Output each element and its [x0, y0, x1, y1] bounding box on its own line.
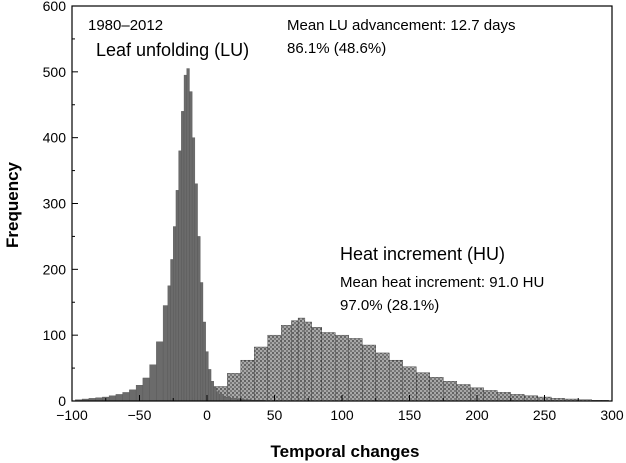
x-tick-label: −50: [128, 407, 152, 423]
hu-bar: [456, 384, 471, 402]
x-tick-label: 300: [600, 407, 624, 423]
hu-bar: [348, 338, 363, 402]
x-tick-label: 200: [465, 407, 489, 423]
lu-bar: [210, 381, 214, 402]
lu-bar: [167, 285, 171, 402]
y-tick-label: 300: [43, 196, 67, 212]
hu-bar: [416, 372, 430, 402]
hu-bar: [429, 377, 444, 402]
hu-bar: [267, 334, 282, 402]
lu-bar: [202, 321, 206, 402]
y-tick-label: 100: [43, 327, 67, 343]
lu-bar: [186, 68, 190, 402]
x-tick-label: 150: [398, 407, 422, 423]
x-tick-label: 250: [533, 407, 557, 423]
lu-bar: [162, 305, 169, 402]
hu-mean-annotation: Mean heat increment: 91.0 HU: [340, 274, 544, 291]
x-axis-title: Temporal changes: [271, 442, 420, 461]
hu-pct-annotation: 97.0% (28.1%): [340, 297, 439, 314]
hu-bar: [510, 394, 525, 402]
hu-bar: [443, 381, 457, 402]
x-tick-label: 50: [267, 407, 283, 423]
period-label: 1980–2012: [88, 17, 163, 34]
lu-bar: [216, 391, 220, 402]
lu-bar: [218, 394, 225, 402]
lu-bar: [108, 395, 117, 402]
lu-bar: [197, 236, 201, 402]
y-tick-label: 200: [43, 261, 67, 277]
lu-bar: [129, 389, 137, 402]
lu-pct-annotation: 86.1% (48.6%): [287, 40, 386, 57]
lu-bar: [142, 377, 150, 402]
hu-bar: [304, 321, 312, 402]
lu-bar: [181, 111, 185, 402]
hu-series-bars: [173, 317, 609, 402]
lu-bar: [205, 351, 209, 402]
hu-bar: [335, 334, 349, 402]
lu-series-label: Leaf unfolding (LU): [96, 40, 249, 60]
lu-bar: [191, 137, 196, 402]
lu-bar: [149, 364, 157, 402]
hu-bar: [497, 392, 511, 402]
hu-bar: [375, 352, 390, 402]
hu-bar: [311, 327, 322, 402]
hu-bar: [254, 346, 268, 402]
lu-bar: [173, 226, 177, 402]
hu-bar: [362, 344, 376, 402]
y-axis: 0 100 200 300 400 500 600: [43, 0, 78, 409]
hu-bar: [240, 359, 255, 402]
hu-bar: [483, 390, 498, 402]
lu-bar: [208, 369, 212, 402]
x-tick-label: −100: [56, 407, 88, 423]
x-tick-label: 100: [330, 407, 354, 423]
lu-bar: [183, 74, 187, 402]
hu-bar: [524, 395, 538, 402]
hu-bar: [281, 325, 292, 402]
lu-series-bars: [75, 68, 265, 402]
lu-bar: [194, 183, 198, 402]
y-tick-label: 400: [43, 130, 67, 146]
lu-bar: [175, 190, 179, 402]
lu-bar: [200, 282, 204, 402]
hu-series-label: Heat increment (HU): [340, 244, 505, 264]
hu-bar: [291, 320, 299, 402]
x-axis: −100 −50 0 50 100 150 200 250 300: [56, 395, 624, 423]
y-axis-title: Frequency: [3, 161, 22, 248]
hu-bar: [297, 317, 306, 402]
lu-bar: [170, 259, 174, 402]
lu-bar: [178, 150, 182, 402]
y-tick-label: 600: [43, 0, 67, 14]
lu-bar: [213, 387, 217, 402]
lu-bar: [115, 394, 123, 402]
lu-mean-annotation: Mean LU advancement: 12.7 days: [287, 17, 515, 34]
x-tick-label: 0: [203, 407, 211, 423]
y-tick-label: 0: [58, 393, 66, 409]
lu-bar: [122, 392, 130, 402]
y-tick-label: 500: [43, 64, 67, 80]
hu-bar: [389, 359, 403, 402]
lu-bar: [156, 341, 164, 402]
lu-bar: [189, 91, 193, 402]
hu-bar: [321, 332, 336, 402]
